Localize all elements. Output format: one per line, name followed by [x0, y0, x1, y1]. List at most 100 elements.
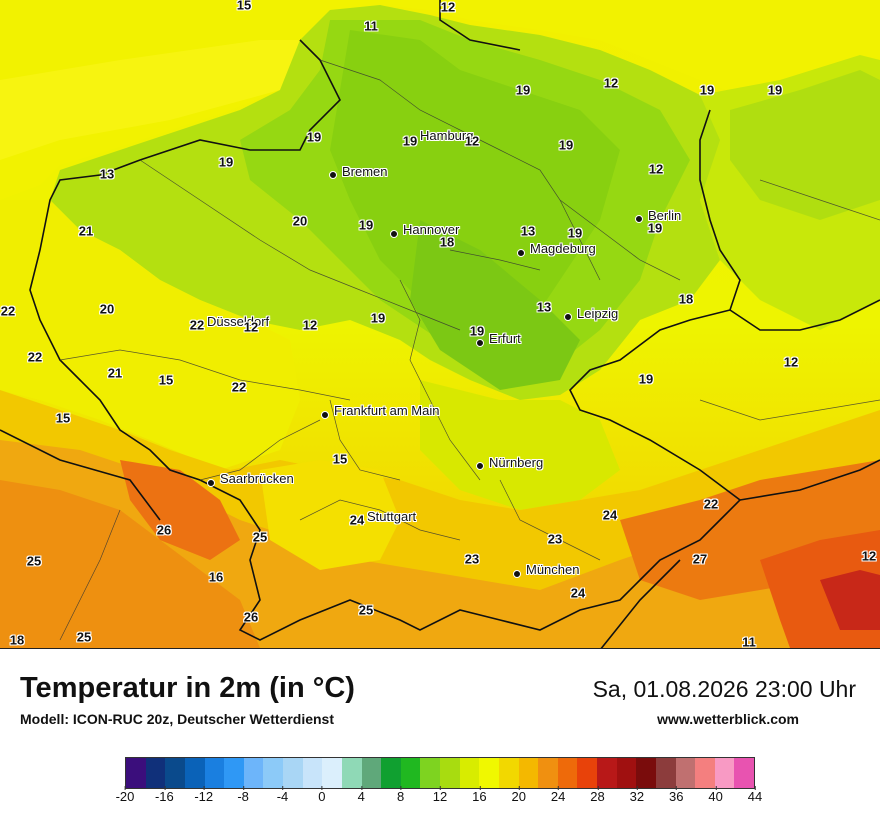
legend-swatch [714, 758, 735, 788]
city-label-bremen: Bremen [342, 164, 388, 179]
temp-label: 22 [27, 349, 43, 365]
forecast-datetime: Sa, 01.08.2026 23:00 Uhr [592, 676, 856, 702]
legend-swatch [420, 758, 440, 788]
frankfurt-marker [321, 411, 329, 419]
legend-tick-label: 16 [472, 786, 487, 804]
temp-label: 25 [358, 602, 374, 618]
map-background [0, 0, 880, 648]
legend-swatch [165, 758, 185, 788]
city-label-stuttgart: Stuttgart [367, 509, 417, 524]
temp-label: 19 [402, 133, 418, 149]
temp-label: 15 [55, 410, 71, 426]
legend-swatch [538, 758, 558, 788]
temp-label: 26 [156, 522, 172, 538]
city-label-magdeburg: Magdeburg [530, 241, 596, 256]
temp-label: 18 [678, 291, 694, 307]
temp-label: 19 [647, 220, 663, 236]
legend-swatch [145, 758, 166, 788]
city-label-muenchen: München [526, 562, 580, 577]
legend-tick-label: -16 [154, 786, 174, 804]
legend-swatch [440, 758, 460, 788]
temp-label: 23 [464, 551, 480, 567]
temp-label: 19 [370, 310, 386, 326]
saarbruecken-marker [207, 479, 215, 487]
city-label-nuernberg: Nürnberg [489, 455, 544, 470]
legend-tick-label: 0 [318, 786, 326, 804]
legend-tick-label: 24 [550, 786, 566, 804]
city-label-duesseldorf: Düsseldorf [207, 314, 270, 329]
legend-swatch [498, 758, 519, 788]
temp-label: 22 [703, 496, 719, 512]
bremen-marker [329, 171, 337, 179]
temp-label: 12 [440, 0, 456, 15]
temp-label: 22 [189, 317, 205, 333]
temp-label: 11 [742, 634, 756, 649]
temp-label: 11 [364, 18, 378, 34]
temp-label: 22 [0, 303, 16, 319]
legend-swatch [675, 758, 696, 788]
berlin-marker [635, 215, 643, 223]
legend-swatch [518, 758, 539, 788]
legend-swatch [224, 758, 244, 788]
temp-label: 22 [231, 379, 247, 395]
erfurt-marker [476, 339, 484, 347]
legend-swatch [400, 758, 421, 788]
city-label-hannover: Hannover [403, 222, 460, 237]
legend-ticks: -20 -16 -12 -8 -4 0 4 8 12 16 20 24 28 32 36 40 44 [116, 786, 762, 819]
legend-swatch [302, 758, 323, 788]
temp-label: 19 [358, 217, 374, 233]
temp-label: 12 [648, 161, 664, 177]
city-label-hamburg: Hamburg [420, 128, 474, 143]
legend-swatch [459, 758, 480, 788]
city-label-saarbruecken: Saarbrücken [220, 471, 294, 486]
legend-swatch [381, 758, 401, 788]
temp-label: 12 [861, 548, 877, 564]
legend-swatch [734, 758, 754, 788]
temp-label: 15 [332, 451, 348, 467]
city-label-leipzig: Leipzig [577, 306, 619, 321]
city-label-erfurt: Erfurt [489, 331, 521, 346]
legend-tick-label: 36 [669, 786, 684, 804]
temp-label: 18 [9, 632, 25, 648]
temp-label: 23 [547, 531, 563, 547]
temp-label: 16 [208, 569, 224, 585]
legend-tick-label: -20 [115, 786, 135, 804]
hannover-marker [390, 230, 398, 238]
temp-label: 24 [602, 507, 618, 523]
temp-label: 19 [638, 371, 654, 387]
temp-label: 19 [558, 137, 574, 153]
website-link[interactable]: www.wetterblick.com [657, 711, 799, 727]
temp-label: 12 [243, 319, 259, 335]
legend-swatch [655, 758, 676, 788]
temp-label: 12 [603, 75, 619, 91]
city-label-frankfurt: Frankfurt am Main [334, 403, 440, 418]
temp-label: 15 [236, 0, 252, 13]
temp-label: 26 [243, 609, 259, 625]
temp-label: 20 [292, 213, 308, 229]
legend-swatch [341, 758, 362, 788]
legend-swatch [616, 758, 637, 788]
legend-swatch [184, 758, 205, 788]
legend-tick-label: 8 [397, 786, 405, 804]
legend-swatch [577, 758, 597, 788]
leipzig-marker [564, 313, 572, 321]
temp-label: 21 [78, 223, 94, 239]
legend-swatch [636, 758, 656, 788]
legend-swatch [243, 758, 264, 788]
temp-label: 25 [252, 529, 268, 545]
legend-swatch [263, 758, 283, 788]
temp-label: 15 [158, 372, 174, 388]
temp-label: 12 [783, 354, 799, 370]
color-legend [125, 757, 755, 789]
legend-swatch [126, 758, 146, 788]
temp-label: 19 [515, 82, 531, 98]
temp-label: 12 [302, 317, 318, 333]
temp-label: 13 [520, 223, 536, 239]
temp-label: 19 [306, 129, 322, 145]
magdeburg-marker [517, 249, 525, 257]
legend-swatch [479, 758, 499, 788]
legend-swatch [322, 758, 342, 788]
temp-label: 13 [536, 299, 552, 315]
temp-label: 21 [107, 365, 123, 381]
legend-swatch [283, 758, 303, 788]
